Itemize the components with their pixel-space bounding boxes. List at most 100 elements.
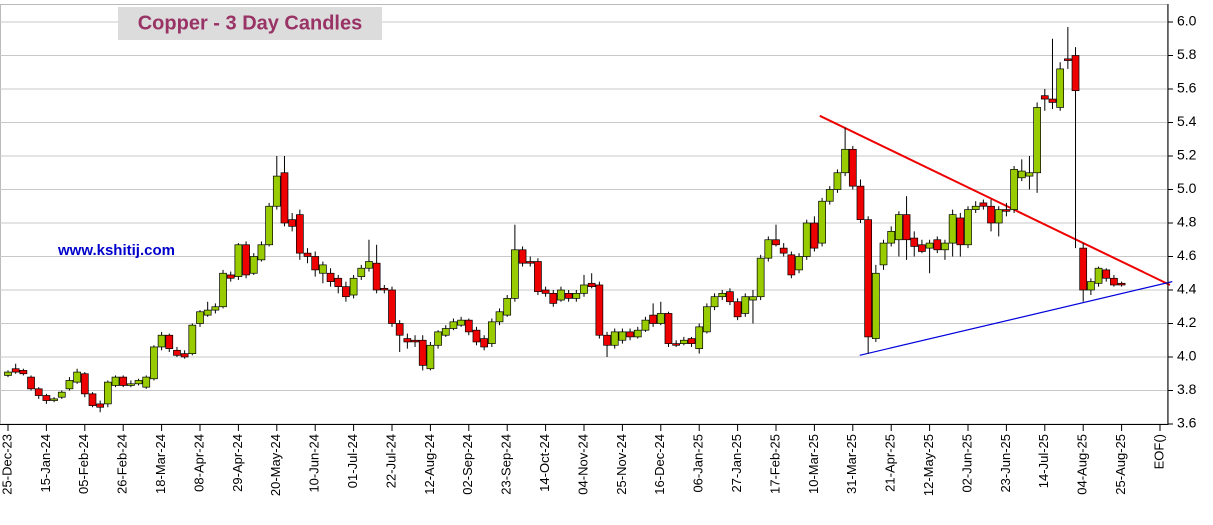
candle-body [833,172,842,190]
y-tick-label: 4.6 [1177,247,1197,263]
candle-body [618,331,627,341]
x-tick-label: 01-Jul-24 [345,434,360,488]
candle-body [65,380,74,390]
candle-body [987,205,995,224]
candle-body [211,306,220,311]
candle-body [764,239,773,259]
candle-body [226,274,235,279]
plot-area [0,4,1168,425]
candle-body [841,148,849,174]
candle-body [265,205,273,246]
x-tick-label: 15-Jan-24 [38,434,53,493]
y-tick-label: 4.0 [1177,348,1197,364]
x-tick-label: 29-Apr-24 [230,434,245,492]
candle-body [203,309,212,316]
candle-body [810,222,819,249]
candle-body [772,239,780,246]
chart-title: Copper - 3 Day Candles [138,12,363,34]
x-tick-label: 21-Apr-25 [883,434,898,492]
candle-body [27,376,35,390]
candle-body [641,319,650,331]
candle-body [710,296,719,308]
y-tick-label: 3.6 [1177,415,1197,431]
candle-body [626,331,634,338]
candle-body [372,262,381,291]
candle-body [342,286,350,298]
candle-body [365,261,373,269]
candle-body [895,214,903,241]
candle-body [180,353,189,358]
x-tick-label: 25-Dec-23 [0,434,14,495]
candle-body [57,391,66,398]
candle-body [802,222,811,257]
x-tick-label: 31-Mar-25 [844,434,859,494]
candle-body [242,244,250,276]
candle-body [219,272,227,308]
candle-body [173,349,181,356]
candle-body [733,301,742,318]
candle-body [503,298,512,316]
candle-body [88,393,97,406]
y-tick-label: 5.6 [1177,80,1197,96]
candle-body [319,264,327,274]
candle-body [925,242,934,249]
candle-body [979,202,988,207]
x-tick-label: 18-Mar-24 [153,434,168,494]
candle-body [11,368,20,373]
candle-body [80,373,89,395]
candle-body [672,343,681,346]
candle-body [380,287,389,291]
candle-body [119,376,128,386]
candle-body [165,334,174,349]
x-tick-label: 10-Jun-24 [307,434,322,493]
candle-body [111,376,120,386]
candle-body [1117,282,1126,286]
candle-body [411,339,419,343]
candle-body [795,256,803,271]
candle-body [19,370,28,375]
candle-body [511,249,519,299]
candle-body [4,371,12,376]
y-tick-label: 4.8 [1177,214,1197,230]
candle-body [441,328,450,336]
candle-body [756,257,765,298]
candle-body [1063,58,1072,61]
candle-body [572,293,581,299]
trendlines [819,114,1173,356]
y-tick-label: 5.4 [1177,113,1197,129]
candle-body [1017,170,1026,179]
candle-body [34,388,43,396]
candle-body [956,217,965,246]
candle-body [487,321,496,344]
x-tick-label: 12-Aug-24 [422,434,437,495]
candles [4,27,1126,413]
title-box [118,7,382,40]
candle-body [664,313,673,344]
candle-body [188,324,197,354]
y-tick-label: 6.0 [1177,13,1197,29]
candle-body [272,175,281,207]
candle-body [749,296,757,301]
x-tick-label: 04-Nov-24 [575,434,590,495]
candle-body [887,231,896,244]
x-tick-label: 25-Nov-24 [614,434,629,495]
x-tick-label: 25-Aug-25 [1113,434,1128,495]
candle-body [779,247,788,254]
candle-body [787,254,796,276]
candle-body [50,398,58,401]
candle-body [357,267,366,277]
candle-body [687,338,696,344]
x-tick-label: 02-Jun-25 [959,434,974,493]
candle-body [902,214,911,241]
trendline [859,281,1173,356]
candle-body [825,189,834,202]
x-tick-label: 20-May-24 [268,434,283,496]
x-tick-label: 12-May-25 [921,434,936,496]
x-tick-label: 23-Sep-24 [499,434,514,495]
x-tick-label: 14-Jul-25 [1036,434,1051,488]
candle-body [741,296,750,314]
candle-body [303,252,312,257]
candle-body [595,284,604,336]
candle-body [1040,95,1049,100]
